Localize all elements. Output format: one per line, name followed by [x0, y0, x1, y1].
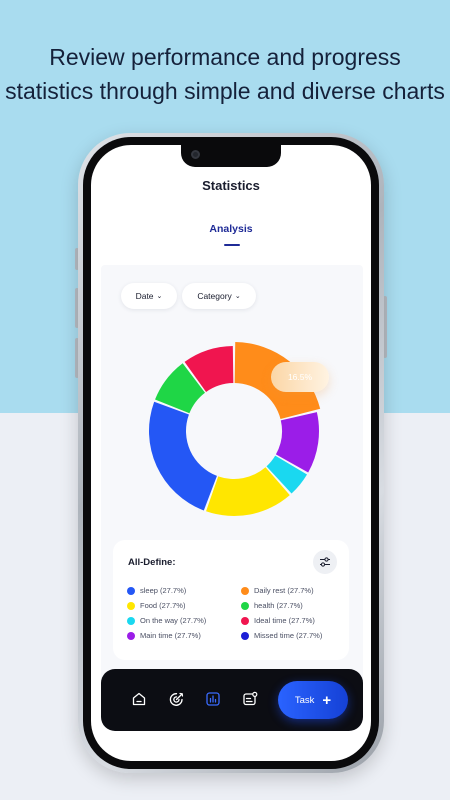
add-task-button[interactable]: Task +	[278, 681, 348, 719]
legend-item: Daily rest (27.7%)	[241, 586, 314, 595]
phone-volume-down-button	[75, 338, 79, 378]
donut-slice-sleep[interactable]	[149, 401, 217, 511]
date-filter-label: Date	[135, 291, 154, 301]
legend-color-dot	[241, 586, 249, 595]
tab-analysis[interactable]: Analysis	[209, 223, 253, 235]
bottom-nav-bar: Task +	[101, 669, 363, 731]
donut-slice-on-the-way[interactable]	[266, 455, 308, 494]
legend-title: All-Define:	[128, 557, 176, 568]
donut-slice-health[interactable]	[155, 363, 206, 414]
chevron-down-icon: ⌄	[234, 293, 241, 300]
phone-mute-switch	[75, 248, 79, 270]
promo-headline: Review performance and progress statisti…	[0, 40, 450, 108]
legend-card: All-Define: sleep (27.7%) Daily rest (27.…	[113, 540, 349, 660]
highlight-percentage-badge: 16.5%	[271, 362, 329, 392]
legend-color-dot	[241, 601, 249, 610]
phone-notch	[181, 145, 281, 167]
date-filter-dropdown[interactable]: Date ⌄	[121, 283, 177, 309]
camera-icon	[191, 150, 200, 159]
legend-color-dot	[127, 586, 135, 595]
legend-color-dot	[127, 631, 135, 640]
tab-active-indicator	[224, 244, 240, 246]
category-filter-dropdown[interactable]: Category ⌄	[182, 283, 256, 309]
legend-item: Ideal time (27.7%)	[241, 616, 315, 625]
legend-item: health (27.7%)	[241, 601, 303, 610]
legend-item-label: On the way (27.7%)	[140, 616, 207, 625]
legend-color-dot	[127, 616, 135, 625]
category-filter-label: Category	[197, 291, 232, 301]
legend-item: Missed time (27.7%)	[241, 631, 322, 640]
chart-icon[interactable]	[204, 690, 222, 708]
phone-volume-up-button	[75, 288, 79, 328]
target-icon[interactable]	[167, 690, 185, 708]
profile-card-icon[interactable]	[241, 690, 259, 708]
donut-slice-main-time[interactable]	[275, 412, 319, 473]
phone-power-button	[383, 296, 387, 358]
legend-color-dot	[127, 601, 135, 610]
phone-screen: Statistics Analysis Date ⌄ Category ⌄ 16…	[91, 145, 371, 761]
legend-item-label: health (27.7%)	[254, 601, 303, 610]
legend-item: Main time (27.7%)	[127, 631, 201, 640]
legend-item-label: Main time (27.7%)	[140, 631, 201, 640]
legend-item-label: Food (27.7%)	[140, 601, 186, 610]
page-title: Statistics	[202, 178, 260, 193]
legend-item: sleep (27.7%)	[127, 586, 186, 595]
chevron-down-icon: ⌄	[156, 293, 163, 300]
donut-slice-food[interactable]	[206, 467, 290, 516]
legend-color-dot	[241, 616, 249, 625]
plus-icon: +	[322, 691, 332, 709]
filter-settings-button[interactable]	[313, 550, 337, 574]
home-icon[interactable]	[130, 690, 148, 708]
sliders-icon	[320, 557, 330, 567]
legend-color-dot	[241, 631, 249, 640]
headline-line-1: Review performance and progress	[49, 44, 401, 70]
legend-item-label: sleep (27.7%)	[140, 586, 187, 595]
donut-slice-ideal-time[interactable]	[184, 346, 234, 392]
task-button-label: Task	[294, 694, 315, 706]
legend-item: On the way (27.7%)	[127, 616, 206, 625]
headline-line-2: statistics through simple and diverse ch…	[5, 78, 445, 104]
legend-item-label: Ideal time (27.7%)	[254, 616, 315, 625]
legend-item-label: Daily rest (27.7%)	[254, 586, 314, 595]
legend-item-label: Missed time (27.7%)	[254, 631, 323, 640]
legend-item: Food (27.7%)	[127, 601, 185, 610]
